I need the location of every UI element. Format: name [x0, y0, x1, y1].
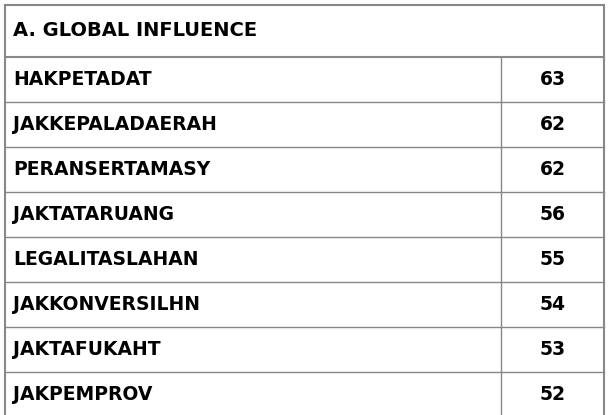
- Text: 62: 62: [540, 160, 566, 179]
- Text: JAKTAFUKAHT: JAKTAFUKAHT: [13, 340, 161, 359]
- Text: PERANSERTAMASY: PERANSERTAMASY: [13, 160, 210, 179]
- Text: JAKKONVERSILHN: JAKKONVERSILHN: [13, 295, 200, 314]
- Text: HAKPETADAT: HAKPETADAT: [13, 70, 152, 89]
- Text: 55: 55: [540, 250, 566, 269]
- Text: JAKPEMPROV: JAKPEMPROV: [13, 385, 152, 404]
- Text: JAKKEPALADAERAH: JAKKEPALADAERAH: [13, 115, 217, 134]
- Text: 56: 56: [540, 205, 566, 224]
- Text: LEGALITASLAHAN: LEGALITASLAHAN: [13, 250, 199, 269]
- Text: A. GLOBAL INFLUENCE: A. GLOBAL INFLUENCE: [13, 22, 257, 41]
- Text: 62: 62: [540, 115, 566, 134]
- Text: 54: 54: [540, 295, 566, 314]
- Text: 63: 63: [540, 70, 566, 89]
- Text: 52: 52: [540, 385, 566, 404]
- Text: JAKTATARUANG: JAKTATARUANG: [13, 205, 174, 224]
- Text: 53: 53: [540, 340, 566, 359]
